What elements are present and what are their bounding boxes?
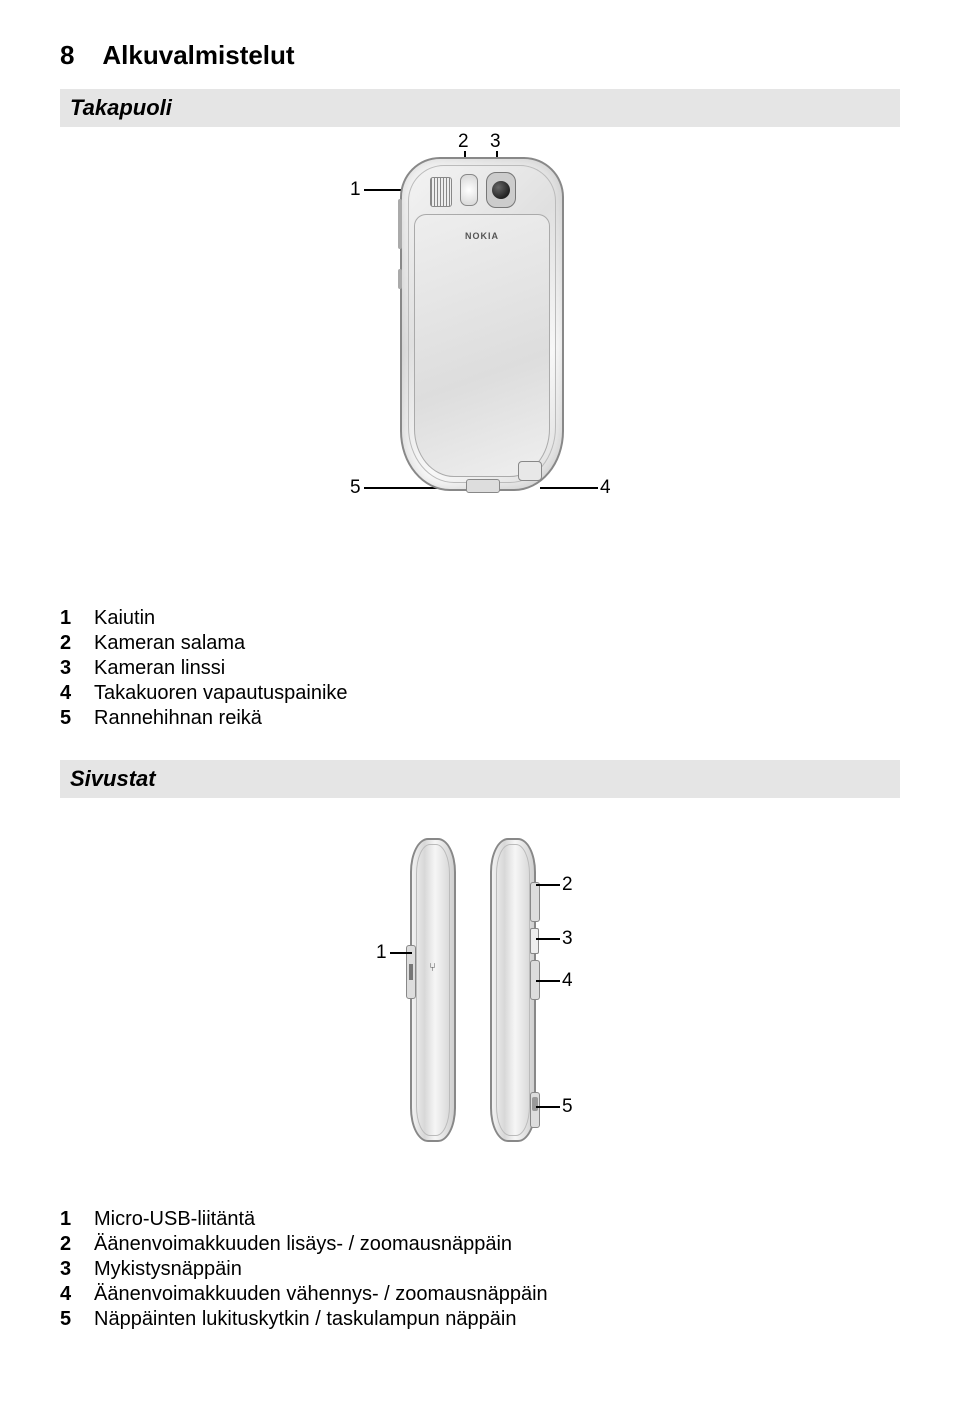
list-num: 4 (60, 682, 94, 705)
list-item: 4 Äänenvoimakkuuden vähennys- / zoomausn… (60, 1283, 900, 1306)
callout-3: 3 (562, 928, 573, 950)
phone-sides-diagram: ⑂ 1 2 3 4 5 (300, 818, 660, 1178)
list-num: 4 (60, 1283, 94, 1306)
callout-3: 3 (490, 131, 501, 153)
list-item: 1 Micro-USB-liitäntä (60, 1208, 900, 1231)
camera-flash (460, 174, 478, 206)
brand-label: NOKIA (402, 231, 562, 241)
speaker-grill (430, 177, 452, 207)
list-text: Kaiutin (94, 607, 155, 630)
list-back: 1 Kaiutin 2 Kameran salama 3 Kameran lin… (60, 607, 900, 730)
callout-1: 1 (376, 942, 387, 964)
callout-1: 1 (350, 179, 361, 201)
list-text: Kameran linssi (94, 657, 225, 680)
page-number: 8 (60, 40, 74, 70)
page-header: 8 Alkuvalmistelut (60, 40, 900, 71)
strap-hole (466, 479, 500, 493)
list-text: Micro-USB-liitäntä (94, 1208, 255, 1231)
list-text: Äänenvoimakkuuden vähennys- / zoomausnäp… (94, 1283, 548, 1306)
callout-line (536, 884, 560, 886)
section-title-sides: Sivustat (60, 760, 900, 798)
callout-4: 4 (562, 970, 573, 992)
list-num: 2 (60, 632, 94, 655)
chapter-title: Alkuvalmistelut (102, 40, 294, 70)
callout-2: 2 (458, 131, 469, 153)
page: 8 Alkuvalmistelut Takapuoli 2 3 1 5 4 (0, 0, 960, 1421)
list-text: Kameran salama (94, 632, 245, 655)
section-title-back: Takapuoli (60, 89, 900, 127)
list-num: 2 (60, 1233, 94, 1256)
callout-line (540, 487, 598, 489)
figure-phone-back: 2 3 1 5 4 NOKIA (60, 147, 900, 577)
list-item: 5 Näppäinten lukituskytkin / taskulampun… (60, 1308, 900, 1331)
side-button-upper (398, 199, 402, 249)
list-item: 2 Äänenvoimakkuuden lisäys- / zoomausnäp… (60, 1233, 900, 1256)
callout-line (536, 980, 560, 982)
callout-line (390, 952, 412, 954)
figure-phone-sides: ⑂ 1 2 3 4 5 (60, 818, 900, 1178)
volume-up-button (530, 882, 540, 922)
list-num: 5 (60, 1308, 94, 1331)
list-num: 1 (60, 607, 94, 630)
lock-switch (530, 1092, 540, 1128)
list-num: 3 (60, 657, 94, 680)
back-cover (414, 214, 550, 477)
list-item: 5 Rannehihnan reikä (60, 707, 900, 730)
callout-line (536, 938, 560, 940)
camera-lens (486, 172, 516, 208)
list-text: Mykistysnäppäin (94, 1258, 242, 1281)
list-num: 1 (60, 1208, 94, 1231)
phone-side-left: ⑂ (410, 838, 456, 1142)
list-item: 1 Kaiutin (60, 607, 900, 630)
list-text: Rannehihnan reikä (94, 707, 262, 730)
cover-release (518, 461, 542, 481)
mute-button (530, 928, 539, 954)
callout-4: 4 (600, 477, 611, 499)
phone-body: NOKIA (400, 157, 564, 491)
list-text: Äänenvoimakkuuden lisäys- / zoomausnäppä… (94, 1233, 512, 1256)
phone-side-right (490, 838, 536, 1142)
list-text: Takakuoren vapautuspainike (94, 682, 348, 705)
side-inner (496, 844, 530, 1136)
side-inner (416, 844, 450, 1136)
list-text: Näppäinten lukituskytkin / taskulampun n… (94, 1308, 516, 1331)
phone-back-diagram: 2 3 1 5 4 NOKIA (300, 147, 660, 577)
list-num: 3 (60, 1258, 94, 1281)
list-item: 4 Takakuoren vapautuspainike (60, 682, 900, 705)
list-sides: 1 Micro-USB-liitäntä 2 Äänenvoimakkuuden… (60, 1208, 900, 1331)
list-num: 5 (60, 707, 94, 730)
callout-5: 5 (562, 1096, 573, 1118)
callout-2: 2 (562, 874, 573, 896)
list-item: 3 Kameran linssi (60, 657, 900, 680)
list-item: 3 Mykistysnäppäin (60, 1258, 900, 1281)
list-item: 2 Kameran salama (60, 632, 900, 655)
callout-line (536, 1106, 560, 1108)
callout-5: 5 (350, 477, 361, 499)
usb-icon: ⑂ (429, 960, 436, 974)
side-button-lower (398, 269, 402, 289)
